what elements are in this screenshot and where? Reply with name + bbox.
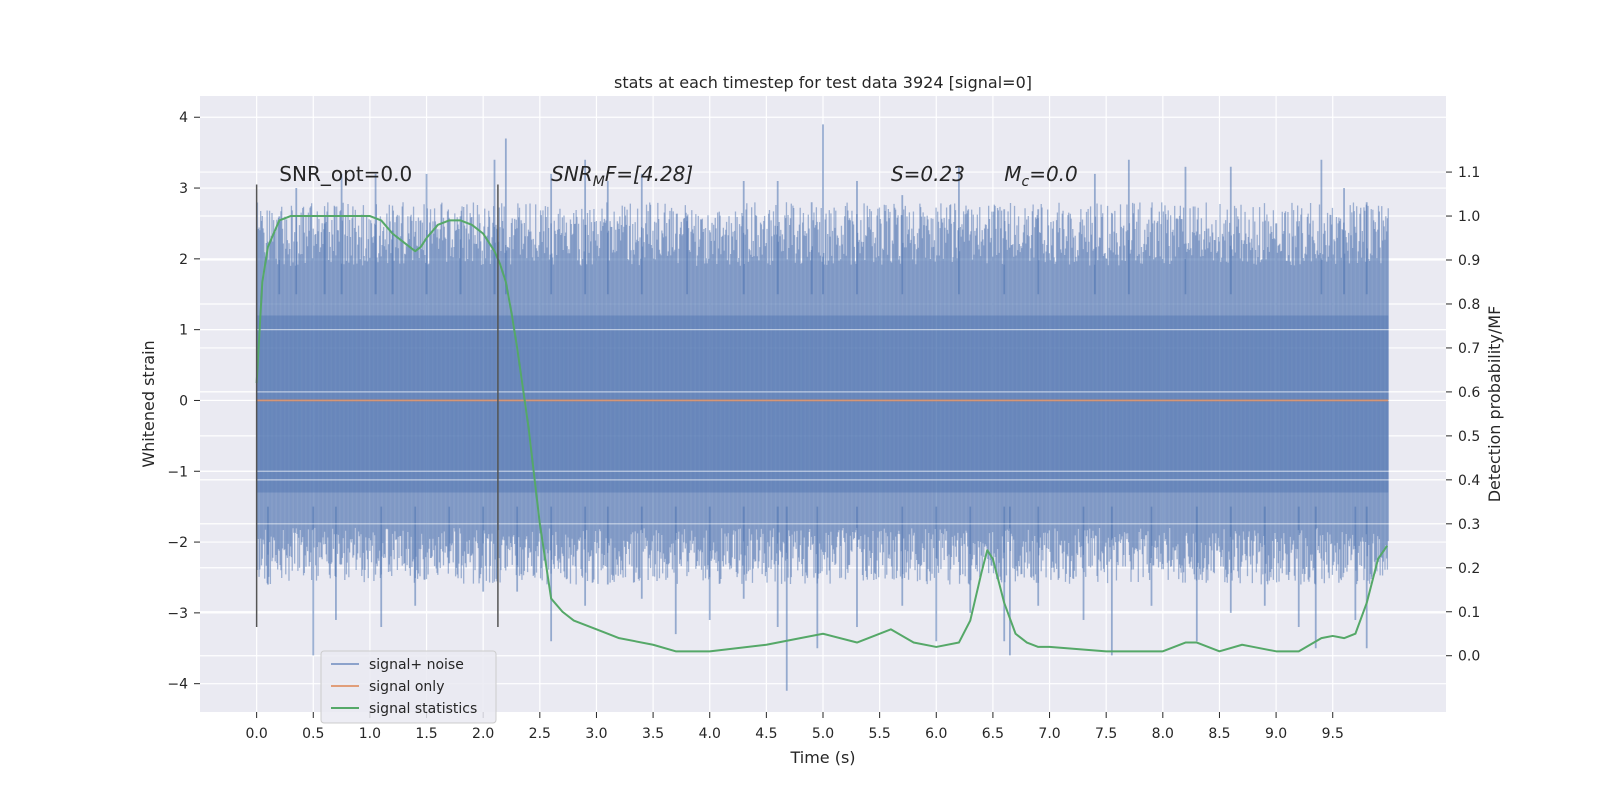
noise-spikes xyxy=(255,202,1389,585)
x-tick-label-6: 3.0 xyxy=(585,726,607,742)
y2-tick-label-7: 0.4 xyxy=(1458,473,1480,489)
legend-label-2: signal statistics xyxy=(369,701,477,717)
y-tick-label-7: −3 xyxy=(167,606,188,622)
y-axis-ticks: 4 3 2 1 0 −1 −2 −3 −4 xyxy=(167,110,200,693)
y-tick-label-2: 2 xyxy=(179,252,188,268)
y2-axis-label: Detection probability/MF xyxy=(1485,306,1504,503)
legend-label-0: signal+ noise xyxy=(369,657,464,673)
annotations: SNR_opt=0.0 SNRMF=[4.28] S=0.23 Mc=0.0 xyxy=(279,162,1077,190)
x-tick-label-3: 1.5 xyxy=(415,726,437,742)
y-axis-label: Whitened strain xyxy=(139,340,158,467)
x-tick-label-4: 2.0 xyxy=(472,726,494,742)
y2-tick-label-0: 1.1 xyxy=(1458,165,1480,181)
x-tick-label-10: 5.0 xyxy=(812,726,834,742)
legend-label-1: signal only xyxy=(369,679,444,695)
x-tick-label-7: 3.5 xyxy=(642,726,664,742)
y2-tick-label-8: 0.3 xyxy=(1458,517,1480,533)
y2-tick-label-11: 0.0 xyxy=(1458,649,1480,665)
x-tick-label-9: 4.5 xyxy=(755,726,777,742)
x-tick-label-14: 7.0 xyxy=(1038,726,1060,742)
event-markers xyxy=(255,184,499,628)
y2-tick-label-9: 0.2 xyxy=(1458,561,1480,577)
legend-box xyxy=(320,650,497,724)
x-tick-label-13: 6.5 xyxy=(982,726,1004,742)
y2-axis-ticks: 1.1 1.0 0.9 0.8 0.7 0.6 0.5 0.4 0.3 0.2 0.1 0.0 xyxy=(1446,165,1480,665)
x-tick-label-17: 8.5 xyxy=(1208,726,1230,742)
x-tick-label-11: 5.5 xyxy=(869,726,891,742)
x-tick-label-8: 4.0 xyxy=(699,726,721,742)
annotation-2: S=0.23 xyxy=(891,162,965,186)
y-tick-label-0: 4 xyxy=(179,110,188,126)
legend: signal+ noise signal only signal statistic… xyxy=(320,650,497,724)
grid-overlay xyxy=(200,329,1446,525)
x-tick-label-0: 0.0 xyxy=(246,726,268,742)
y-tick-label-4: 0 xyxy=(179,393,188,409)
x-tick-label-19: 9.5 xyxy=(1322,726,1344,742)
series-line-signal-statistics xyxy=(255,215,1388,653)
y2-tick-label-6: 0.5 xyxy=(1458,429,1480,445)
annotation-3: Mc=0.0 xyxy=(1004,162,1078,190)
x-tick-label-2: 1.0 xyxy=(359,726,381,742)
x-tick-label-16: 8.0 xyxy=(1152,726,1174,742)
x-axis-label: Time (s) xyxy=(789,748,855,767)
y2-tick-label-4: 0.7 xyxy=(1458,341,1480,357)
noise-series xyxy=(200,124,1446,691)
line-series xyxy=(255,215,1389,653)
y2-tick-label-3: 0.8 xyxy=(1458,297,1480,313)
y-tick-label-5: −1 xyxy=(167,464,188,480)
x-tick-label-5: 2.5 xyxy=(529,726,551,742)
x-tick-label-15: 7.5 xyxy=(1095,726,1117,742)
chart-title: stats at each timestep for test data 392… xyxy=(614,73,1032,92)
y-tick-label-8: −4 xyxy=(167,677,188,693)
noise-core-band xyxy=(256,315,1389,493)
y2-tick-label-5: 0.6 xyxy=(1458,385,1480,401)
annotation-0: SNR_opt=0.0 xyxy=(279,162,412,186)
y2-tick-label-10: 0.1 xyxy=(1458,605,1480,621)
x-tick-label-1: 0.5 xyxy=(302,726,324,742)
y-tick-label-6: −2 xyxy=(167,535,188,551)
x-tick-label-12: 6.0 xyxy=(925,726,947,742)
x-tick-label-18: 9.0 xyxy=(1265,726,1287,742)
y2-tick-label-1: 1.0 xyxy=(1458,209,1480,225)
y2-tick-label-2: 0.9 xyxy=(1458,253,1480,269)
y-tick-label-1: 3 xyxy=(179,181,188,197)
x-axis-ticks: 0.0 0.5 1.0 1.5 2.0 2.5 3.0 3.5 4.0 4.5 5.0 5.5 6.0 6… xyxy=(246,712,1344,742)
annotation-1: SNRMF=[4.28] xyxy=(551,162,693,190)
y-tick-label-3: 1 xyxy=(179,323,188,339)
